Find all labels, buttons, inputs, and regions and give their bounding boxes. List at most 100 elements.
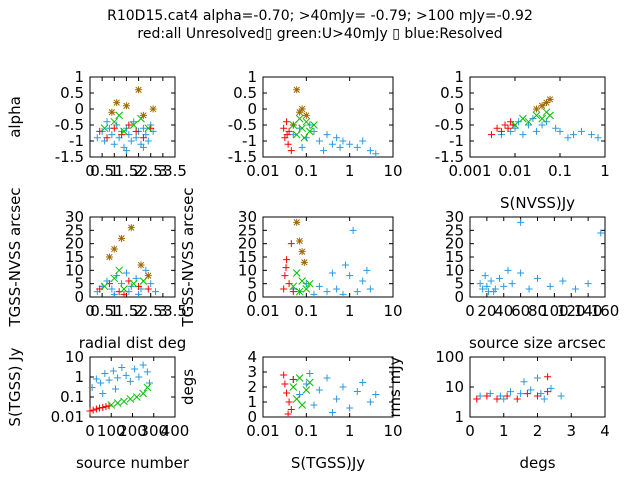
data-point-panel9-s1	[544, 373, 552, 381]
data-point-panel3-s3	[538, 102, 546, 110]
panel-3-xtick-label: 0.01	[498, 162, 531, 180]
scatter-panel-6: 0 20406080100120140160302520151050source …	[445, 208, 619, 352]
data-point-panel1-s0	[139, 143, 147, 151]
data-point-panel8-s0	[296, 391, 304, 398]
data-point-panel5-s1	[280, 285, 288, 293]
panel-8-frame	[262, 356, 394, 418]
data-point-panel7-s0	[97, 379, 105, 387]
panel-9-xtick-label: 1	[499, 422, 509, 440]
data-point-panel9-s0	[476, 392, 484, 400]
panel-6-ytick-label: 25	[445, 221, 464, 239]
panel-4-ylabel: TGSS-NVSS arcsec	[6, 187, 24, 327]
panel-6-xtick-label: 100	[540, 302, 569, 320]
data-point-panel7-s0	[88, 383, 96, 391]
data-point-panel2-s0	[336, 143, 344, 151]
panel-6-ytick-label: 0	[454, 288, 464, 306]
panel-3-ytick-label: 0.5	[440, 84, 464, 102]
panel-4-ytick-label: 5	[74, 275, 84, 293]
data-point-panel2-s0	[372, 150, 380, 158]
data-point-panel6-s0	[559, 277, 567, 285]
data-point-panel7-s1	[86, 407, 94, 415]
panel-5-ytick-label: 15	[238, 248, 257, 266]
panel-1-frame	[89, 76, 176, 158]
data-point-panel3-s0	[525, 121, 533, 129]
data-point-panel2-s3	[296, 108, 304, 116]
panel-1-ylabel: alpha	[6, 96, 24, 138]
data-point-panel8-s0	[366, 398, 374, 406]
data-point-panel2-s0	[353, 143, 361, 151]
panel-6-ytick-label: 30	[445, 208, 464, 226]
panel-7-xtick-label: 400	[161, 422, 190, 440]
data-point-panel5-s0	[302, 280, 310, 288]
data-point-panel8-s2	[302, 386, 311, 394]
data-point-panel4-s0	[152, 288, 160, 296]
data-point-panel7-s0	[126, 377, 134, 385]
data-point-panel1-s2	[100, 124, 109, 133]
data-point-panel7-s2	[113, 399, 122, 407]
data-point-panel2-s0	[315, 137, 323, 145]
data-point-panel5-s0	[339, 290, 347, 298]
data-point-panel3-s1	[487, 131, 495, 139]
data-point-panel7-s1	[99, 403, 107, 411]
data-point-panel5-s0	[349, 226, 357, 234]
data-point-panel9-s0	[534, 374, 541, 382]
panel-6-xtick-label: 80	[528, 302, 547, 320]
data-point-panel3-s1	[504, 124, 512, 132]
data-point-panel3-s2	[519, 114, 527, 123]
data-point-panel8-s0	[306, 370, 314, 377]
data-point-panel6-s0	[476, 280, 484, 288]
panel-6-ytick-label: 10	[445, 261, 464, 279]
panel-8-ylabel: degs	[179, 369, 197, 405]
data-point-panel6-s0	[534, 274, 541, 282]
panel-6-xtick-label: 0	[465, 302, 475, 320]
data-point-panel6-s0	[483, 282, 491, 290]
data-point-panel3-s0	[542, 118, 550, 126]
panel-1-ytick-label: 0.5	[60, 84, 84, 102]
panel-4-ytick-label: 30	[65, 208, 84, 226]
panel-5-ytick-label: 10	[238, 261, 257, 279]
data-point-panel4-s0	[110, 290, 118, 298]
data-point-panel9-s0	[547, 384, 555, 392]
panel-6-xtick-label: 140	[574, 302, 603, 320]
data-point-panel3-s1	[501, 121, 509, 129]
panel-3-xtick-label: 1	[600, 162, 610, 180]
data-point-panel8-s1	[280, 371, 288, 379]
data-point-panel9-s1	[534, 392, 541, 400]
figure-subtitle: red:all Unresolved▯ green:U>40mJy ▯ blue…	[137, 26, 503, 42]
data-point-panel2-s2	[305, 127, 314, 136]
data-point-panel1-s2	[120, 127, 128, 136]
panel-7-ylabel: S(TGSS) Jy	[6, 347, 24, 426]
data-point-panel5-s0	[328, 269, 336, 277]
panel-6-ytick-label: 5	[454, 275, 464, 293]
data-point-panel9-s1	[493, 395, 501, 403]
data-point-panel5-s2	[292, 269, 301, 277]
data-point-panel8-s2	[305, 378, 314, 387]
panel-3-frame	[469, 76, 606, 158]
panel-7-ytick-label: 0.1	[60, 388, 84, 406]
data-point-panel3-s1	[493, 124, 501, 132]
data-point-panel4-s0	[108, 285, 116, 293]
panel-6-xtick-label: 40	[494, 302, 513, 320]
data-point-panel7-s0	[139, 361, 147, 369]
panel-7-xtick-label: 300	[139, 422, 168, 440]
data-point-panel5-s0	[366, 285, 374, 293]
data-point-panel3-s0	[519, 131, 527, 139]
panel-4-xtick-label: 1	[110, 302, 120, 320]
panel-2-ytick-label: 1	[247, 68, 257, 86]
data-point-panel4-s2	[120, 285, 128, 293]
data-point-panel2-s0	[310, 127, 318, 135]
data-point-panel7-s2	[143, 383, 152, 392]
panel-2-ytick-label: 0	[247, 100, 257, 118]
data-point-panel6-s0	[517, 269, 525, 277]
data-point-panel6-s0	[481, 272, 489, 280]
data-point-panel5-s3	[300, 258, 308, 266]
panel-5-ytick-label: 20	[238, 235, 257, 253]
data-point-panel8-s0	[339, 383, 347, 391]
panel-6-xtick-label: 60	[511, 302, 530, 320]
data-point-panel1-s0	[139, 124, 147, 132]
panel-4-xtick-label: 3.5	[163, 302, 187, 320]
